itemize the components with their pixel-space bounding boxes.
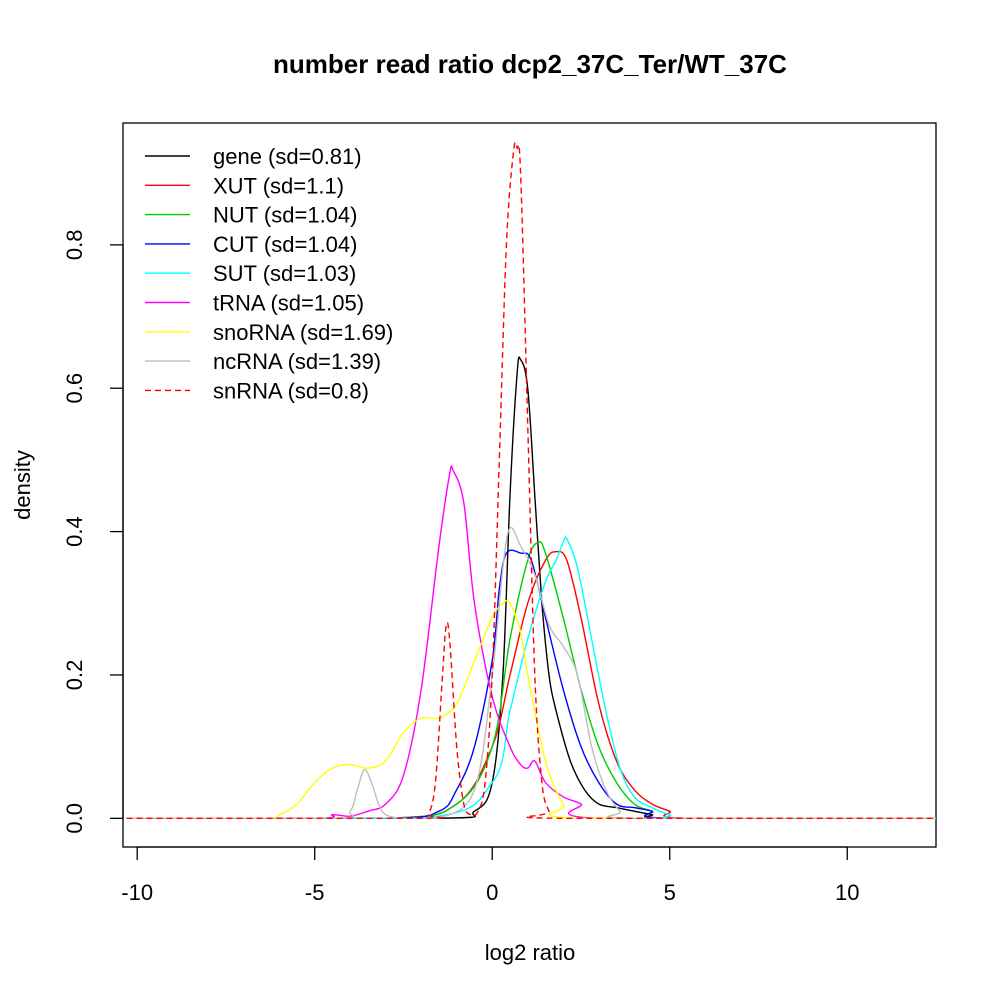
legend-label-nut: NUT (sd=1.04) — [213, 203, 357, 228]
legend-label-trna: tRNA (sd=1.05) — [213, 291, 364, 316]
chart-title: number read ratio dcp2_37C_Ter/WT_37C — [273, 49, 787, 79]
series-layer — [126, 141, 936, 820]
x-axis-label: log2 ratio — [485, 940, 576, 965]
y-tick-label: 0.2 — [62, 660, 87, 691]
legend-label-snrna: snRNA (sd=0.8) — [213, 378, 369, 403]
x-tick-label: 10 — [835, 880, 859, 905]
y-axis: 0.0 0.2 0.4 0.6 0.8 — [62, 230, 124, 834]
series-line-xut — [126, 550, 936, 820]
legend-label-sut: SUT (sd=1.03) — [213, 261, 356, 286]
legend-label-snorna: snoRNA (sd=1.69) — [213, 320, 393, 345]
series-line-trna — [126, 465, 936, 820]
legend-label-gene: gene (sd=0.81) — [213, 144, 362, 169]
legend: gene (sd=0.81) XUT (sd=1.1) NUT (sd=1.04) C… — [145, 144, 393, 403]
x-tick-label: 5 — [664, 880, 676, 905]
x-axis: -10 -5 0 5 10 — [121, 846, 859, 905]
x-tick-label: 0 — [486, 880, 498, 905]
series-line-ncrna — [126, 526, 936, 820]
series-line-gene — [126, 356, 936, 820]
y-tick-label: 0.0 — [62, 803, 87, 834]
y-axis-label: density — [10, 450, 35, 520]
legend-label-xut: XUT (sd=1.1) — [213, 173, 344, 198]
y-tick-label: 0.4 — [62, 516, 87, 547]
y-tick-label: 0.8 — [62, 230, 87, 261]
series-line-snorna — [126, 599, 936, 820]
legend-label-cut: CUT (sd=1.04) — [213, 232, 357, 257]
series-line-sut — [126, 536, 936, 820]
legend-label-ncrna: ncRNA (sd=1.39) — [213, 349, 381, 374]
x-tick-label: -5 — [305, 880, 325, 905]
y-tick-label: 0.6 — [62, 373, 87, 404]
series-line-snrna — [126, 141, 936, 820]
x-tick-label: -10 — [121, 880, 153, 905]
